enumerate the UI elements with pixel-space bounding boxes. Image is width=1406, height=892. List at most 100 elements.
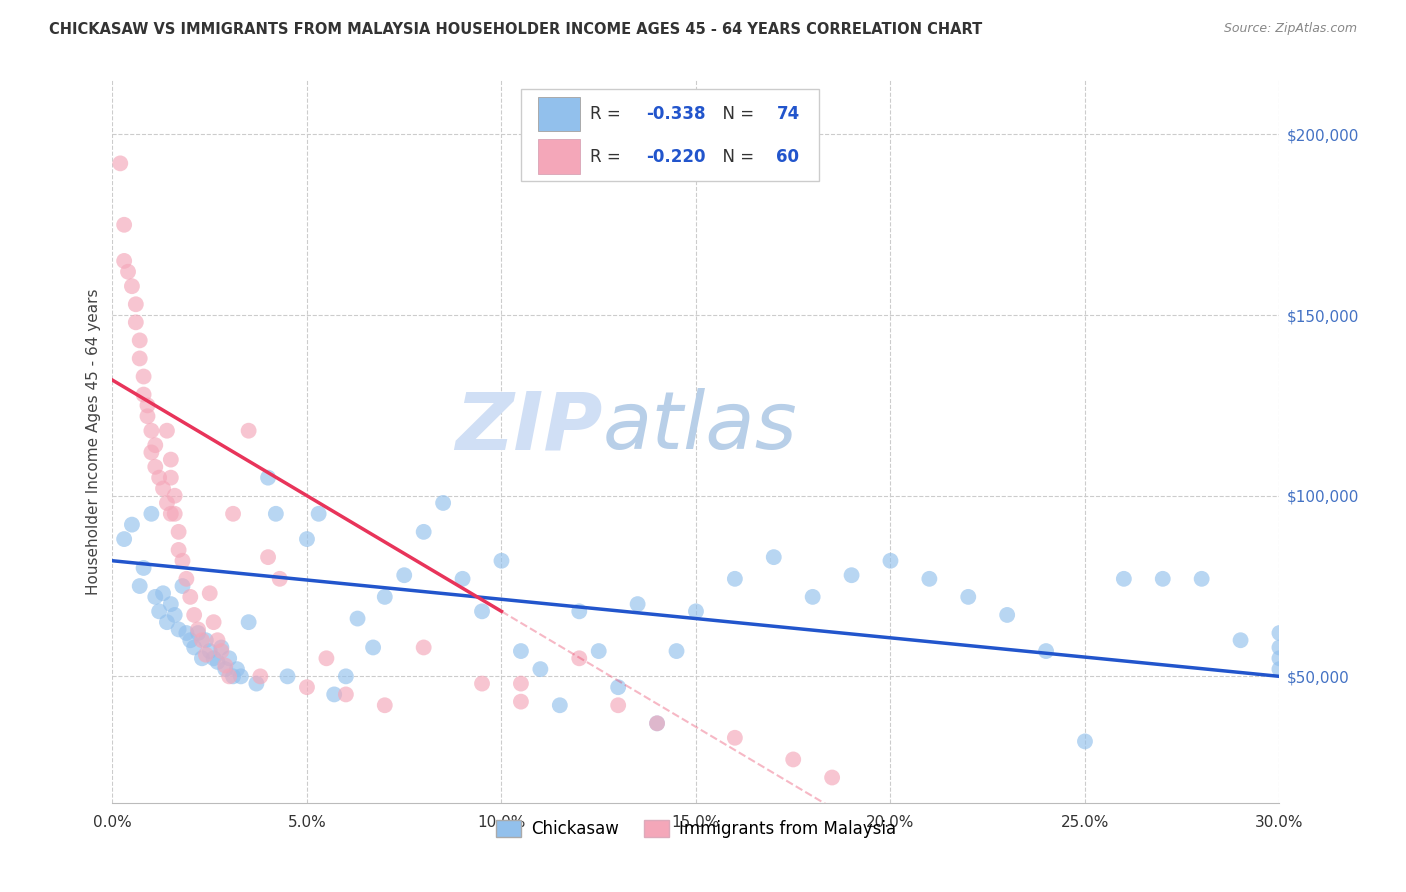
Point	[645, 716, 668, 731]
Point	[1268, 640, 1291, 655]
Legend: Chickasaw, Immigrants from Malaysia: Chickasaw, Immigrants from Malaysia	[489, 814, 903, 845]
Point	[198, 644, 221, 658]
Point	[471, 676, 494, 690]
Point	[229, 669, 252, 683]
Y-axis label: Householder Income Ages 45 - 64 years: Householder Income Ages 45 - 64 years	[86, 288, 101, 595]
Point	[207, 655, 229, 669]
Point	[1074, 734, 1097, 748]
Point	[315, 651, 337, 665]
Point	[160, 452, 183, 467]
Point	[374, 590, 396, 604]
Point	[451, 572, 474, 586]
Point	[202, 651, 225, 665]
Point	[132, 387, 155, 401]
Point	[179, 633, 201, 648]
Point	[194, 633, 217, 648]
Point	[276, 669, 298, 683]
Point	[335, 687, 357, 701]
Point	[308, 507, 330, 521]
Point	[821, 771, 844, 785]
Text: CHICKASAW VS IMMIGRANTS FROM MALAYSIA HOUSEHOLDER INCOME AGES 45 - 64 YEARS CORR: CHICKASAW VS IMMIGRANTS FROM MALAYSIA HO…	[49, 22, 983, 37]
Point	[685, 604, 707, 618]
Text: R =: R =	[589, 147, 626, 166]
Point	[209, 644, 232, 658]
Point	[191, 633, 214, 648]
Point	[295, 532, 318, 546]
Point	[112, 253, 135, 268]
Point	[394, 568, 416, 582]
Point	[412, 524, 434, 539]
Point	[627, 597, 650, 611]
Point	[724, 572, 747, 586]
Point	[471, 604, 494, 618]
Point	[724, 731, 747, 745]
Point	[218, 651, 240, 665]
Point	[202, 615, 225, 630]
Point	[509, 695, 531, 709]
Text: -0.220: -0.220	[645, 147, 706, 166]
Point	[183, 640, 205, 655]
Point	[148, 604, 170, 618]
Point	[238, 615, 260, 630]
Point	[995, 607, 1018, 622]
Point	[141, 507, 163, 521]
FancyBboxPatch shape	[538, 96, 581, 131]
Point	[222, 669, 245, 683]
Point	[509, 676, 531, 690]
Point	[209, 640, 232, 655]
Text: N =: N =	[713, 105, 759, 123]
Point	[112, 532, 135, 546]
Point	[346, 611, 368, 625]
Point	[191, 651, 214, 665]
Point	[152, 586, 174, 600]
Point	[121, 517, 143, 532]
Text: Source: ZipAtlas.com: Source: ZipAtlas.com	[1223, 22, 1357, 36]
Point	[1268, 662, 1291, 676]
Point	[156, 615, 179, 630]
Point	[665, 644, 688, 658]
Point	[1191, 572, 1213, 586]
Text: -0.338: -0.338	[645, 105, 706, 123]
Point	[136, 409, 159, 424]
Point	[412, 640, 434, 655]
Point	[361, 640, 384, 655]
Point	[1112, 572, 1135, 586]
Point	[335, 669, 357, 683]
Point	[1268, 651, 1291, 665]
Point	[801, 590, 824, 604]
Text: atlas: atlas	[603, 388, 797, 467]
Point	[249, 669, 271, 683]
Point	[125, 315, 148, 329]
Point	[957, 590, 980, 604]
Point	[245, 676, 267, 690]
Point	[607, 698, 630, 713]
Point	[141, 445, 163, 459]
Point	[257, 550, 280, 565]
Point	[222, 507, 245, 521]
Point	[295, 680, 318, 694]
Point	[112, 218, 135, 232]
Point	[167, 542, 190, 557]
Point	[167, 524, 190, 539]
Point	[148, 470, 170, 484]
Point	[841, 568, 863, 582]
Point	[117, 265, 139, 279]
Point	[152, 482, 174, 496]
Point	[323, 687, 346, 701]
Point	[1035, 644, 1057, 658]
Point	[879, 554, 901, 568]
Point	[143, 438, 166, 452]
Point	[141, 424, 163, 438]
Point	[568, 604, 591, 618]
Point	[167, 623, 190, 637]
Text: 74: 74	[776, 105, 800, 123]
Point	[432, 496, 454, 510]
Point	[143, 459, 166, 474]
Point	[163, 507, 186, 521]
Point	[128, 579, 150, 593]
Point	[183, 607, 205, 622]
Point	[143, 590, 166, 604]
Point	[160, 507, 183, 521]
Point	[264, 507, 287, 521]
Point	[125, 297, 148, 311]
